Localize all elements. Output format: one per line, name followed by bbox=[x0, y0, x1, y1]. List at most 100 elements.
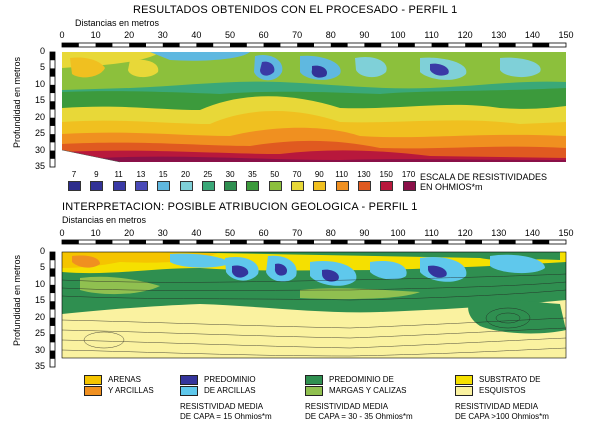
bottom-y-tick: 35 bbox=[34, 361, 45, 371]
scale-swatch bbox=[246, 181, 260, 191]
scale-value-label: 90 bbox=[314, 170, 324, 179]
scale-value-label: 110 bbox=[335, 170, 348, 179]
legend-margas-swatch bbox=[305, 375, 323, 385]
scale-swatch bbox=[179, 181, 193, 191]
ruler-block bbox=[330, 43, 348, 47]
top-x-tick: 120 bbox=[457, 30, 473, 40]
ruler-block bbox=[498, 240, 516, 244]
ruler-block bbox=[532, 240, 550, 244]
scale-swatch bbox=[90, 181, 104, 191]
scale-value-label: 7 bbox=[71, 170, 77, 179]
ruler-block bbox=[196, 240, 214, 244]
ruler-block bbox=[230, 43, 247, 47]
ruler-block bbox=[50, 317, 55, 326]
bottom-x-tick: 100 bbox=[390, 228, 406, 238]
legend-substrato-swatch bbox=[455, 375, 473, 385]
ruler-block bbox=[364, 240, 382, 244]
legend-calizas-label: MARGAS Y CALIZAS bbox=[329, 386, 407, 395]
bottom-x-tick: 60 bbox=[258, 228, 269, 238]
bottom-x-tick: 10 bbox=[90, 228, 101, 238]
scale-swatch bbox=[224, 181, 238, 191]
scale-value-label: 35 bbox=[247, 170, 257, 179]
top-x-tick: 70 bbox=[292, 30, 303, 40]
top-x-tick: 50 bbox=[224, 30, 236, 40]
legend-calizas-swatch bbox=[305, 386, 323, 396]
ruler-block bbox=[162, 240, 180, 244]
ruler-block bbox=[62, 43, 79, 47]
legend-arcillas-swatch bbox=[84, 386, 102, 396]
scale-swatch bbox=[157, 181, 171, 191]
top-y-tick: 5 bbox=[39, 62, 45, 73]
bottom-x-tick: 40 bbox=[191, 228, 202, 238]
scale-swatch bbox=[335, 181, 349, 191]
top-y-tick: 15 bbox=[34, 95, 45, 106]
legend-col2-note1: RESISTIVIDAD MEDIA bbox=[180, 402, 264, 411]
ruler-block bbox=[398, 43, 415, 47]
bottom-geologic-section bbox=[62, 252, 566, 358]
top-x-tick: 40 bbox=[191, 30, 202, 40]
legend-arenas-label: ARENAS bbox=[108, 375, 141, 384]
top-y-tick: 25 bbox=[34, 128, 45, 139]
ruler-block bbox=[50, 117, 55, 126]
legend-substrato-label: SUBSTRATO DE bbox=[479, 375, 541, 384]
bottom-xaxis-title: Distancias en metros bbox=[62, 215, 147, 225]
scale-value-label: 130 bbox=[357, 170, 371, 179]
ruler-block bbox=[62, 240, 79, 244]
ruler-block bbox=[50, 350, 55, 359]
bottom-y-tick: 15 bbox=[34, 295, 45, 306]
scale-swatch bbox=[357, 181, 371, 191]
scale-value-label: 15 bbox=[158, 170, 168, 179]
top-y-tick: 0 bbox=[39, 46, 45, 56]
ruler-block bbox=[330, 240, 348, 244]
legend-de-arcillas-label: DE ARCILLAS bbox=[204, 386, 256, 395]
top-x-tick: 130 bbox=[491, 30, 507, 40]
top-y-tick: 10 bbox=[34, 78, 45, 89]
bottom-y-tick: 20 bbox=[34, 311, 45, 322]
legend-col4-note1: RESISTIVIDAD MEDIA bbox=[455, 402, 539, 411]
ruler-block bbox=[196, 43, 214, 47]
scale-value-label: 25 bbox=[203, 170, 213, 179]
scale-swatch bbox=[201, 181, 215, 191]
legend-arenas-swatch bbox=[84, 375, 102, 385]
bottom-y-tick: 10 bbox=[34, 278, 45, 289]
legend-predominio-label: PREDOMINIO bbox=[204, 375, 256, 384]
scale-swatch bbox=[68, 181, 81, 191]
top-y-tick: 20 bbox=[34, 111, 45, 122]
ruler-block bbox=[95, 43, 113, 47]
ruler-block bbox=[50, 301, 55, 310]
scale-swatch bbox=[291, 181, 304, 191]
ruler-block bbox=[532, 43, 550, 47]
scale-value-label: 9 bbox=[94, 170, 99, 179]
top-x-tick: 20 bbox=[124, 30, 135, 40]
ruler-block bbox=[129, 43, 146, 47]
top-x-tick: 100 bbox=[390, 30, 406, 40]
ruler-block bbox=[230, 240, 247, 244]
legend-col4-note2: DE CAPA >100 Ohmios*m bbox=[455, 412, 549, 421]
top-x-tick: 110 bbox=[424, 30, 439, 40]
bottom-x-tick: 150 bbox=[558, 228, 574, 238]
legend-esquistos-label: ESQUISTOS bbox=[479, 386, 526, 395]
ruler-block bbox=[50, 101, 55, 110]
ruler-block bbox=[297, 43, 314, 47]
ruler-block bbox=[465, 240, 482, 244]
top-y-tick: 30 bbox=[34, 144, 45, 155]
ruler-block bbox=[129, 240, 146, 244]
scale-label-2: EN OHMIOS*m bbox=[420, 182, 483, 192]
ruler-block bbox=[263, 43, 281, 47]
top-x-tick: 0 bbox=[59, 30, 65, 40]
ruler-block bbox=[50, 52, 55, 61]
bottom-x-tick: 70 bbox=[292, 228, 303, 238]
scale-swatch bbox=[380, 181, 394, 191]
bottom-y-tick: 30 bbox=[34, 344, 45, 355]
ruler-block bbox=[297, 240, 314, 244]
top-xaxis-title: Distancias en metros bbox=[75, 18, 160, 28]
top-x-tick: 10 bbox=[90, 30, 101, 40]
scale-value-label: 150 bbox=[379, 170, 393, 179]
bottom-title: INTERPRETACION: POSIBLE ATRIBUCION GEOLO… bbox=[62, 201, 418, 213]
scale-value-label: 11 bbox=[114, 170, 123, 179]
bottom-y-ruler bbox=[49, 251, 56, 368]
bottom-x-tick: 90 bbox=[359, 228, 370, 238]
bottom-x-tick: 130 bbox=[491, 228, 507, 238]
legend-margas-label: PREDOMINIO DE bbox=[329, 375, 394, 384]
top-x-tick: 80 bbox=[325, 30, 336, 40]
